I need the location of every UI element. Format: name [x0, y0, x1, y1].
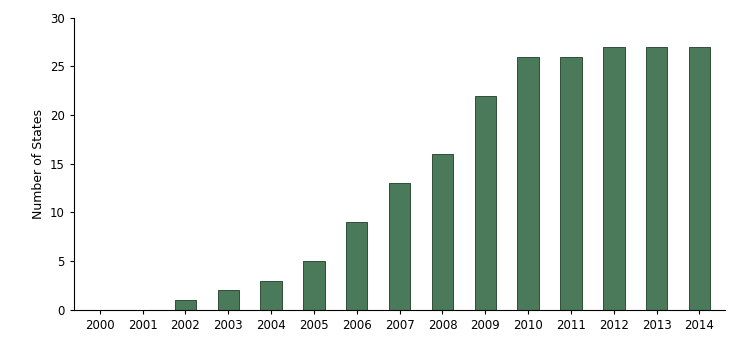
Bar [431, 154, 453, 310]
Bar [303, 261, 325, 310]
Bar [218, 290, 239, 310]
Bar [260, 281, 282, 310]
Bar [517, 57, 539, 310]
Bar [560, 57, 582, 310]
Bar [474, 95, 496, 310]
Y-axis label: Number of States: Number of States [32, 109, 44, 219]
Bar [389, 183, 410, 310]
Bar [346, 222, 368, 310]
Bar [646, 47, 667, 310]
Bar [689, 47, 710, 310]
Bar [175, 300, 196, 310]
Bar [603, 47, 625, 310]
